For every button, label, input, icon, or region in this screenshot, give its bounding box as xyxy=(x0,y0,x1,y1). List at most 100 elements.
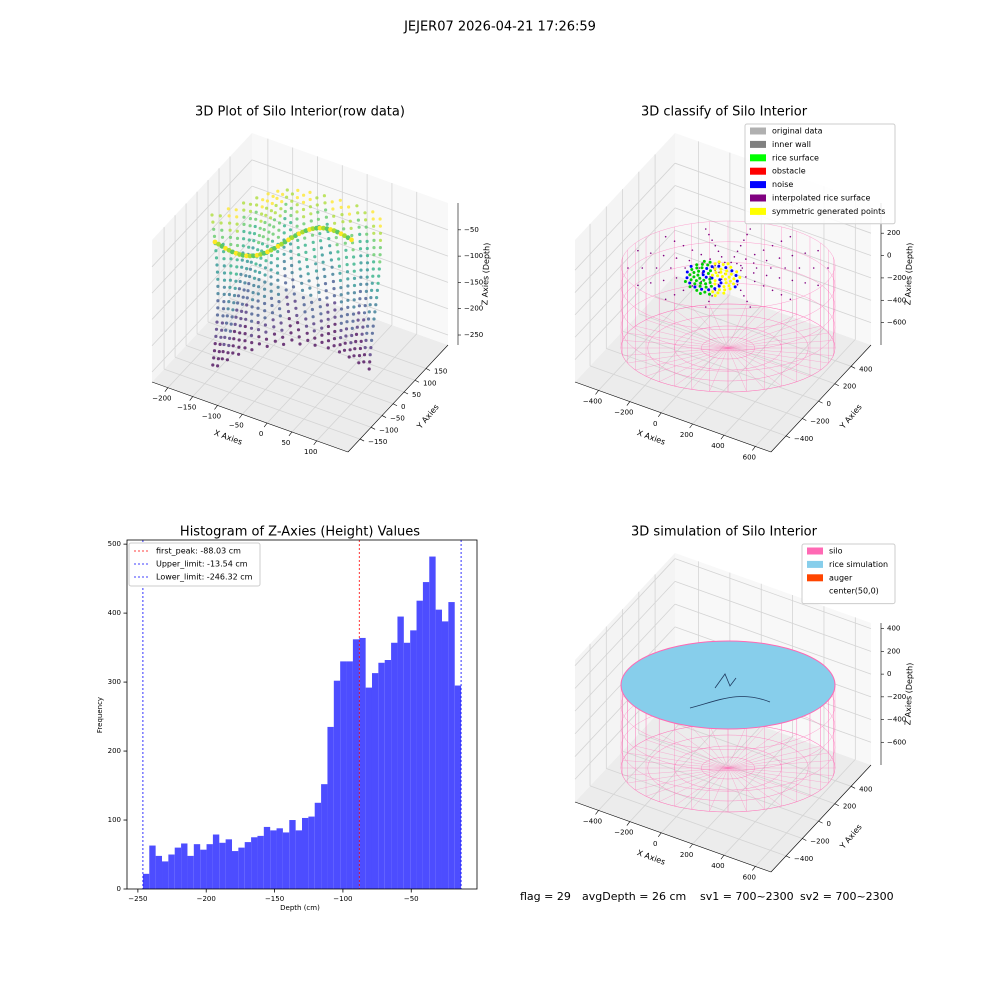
legend-swatch xyxy=(750,127,766,135)
legend-label: center(50,0) xyxy=(829,587,879,596)
point-cloud xyxy=(273,211,277,215)
point-cloud xyxy=(366,324,370,328)
point-cloud xyxy=(215,313,220,317)
point-cloud xyxy=(355,325,359,329)
histogram: Histogram of Z-Axies (Height) Values −250… xyxy=(96,525,478,912)
legend-label: Lower_limit: -246.32 cm xyxy=(156,573,253,582)
point-cloud xyxy=(308,190,312,194)
point-cloud xyxy=(218,214,222,218)
point-cloud xyxy=(316,210,320,214)
point-cloud xyxy=(275,264,280,268)
point-cloud xyxy=(296,321,300,325)
x-tick-label: −150 xyxy=(265,895,284,903)
point-cloud xyxy=(248,267,253,271)
point-cloud xyxy=(242,208,246,212)
left-pane xyxy=(575,133,675,382)
point-cloud xyxy=(311,240,315,244)
point-cloud xyxy=(256,313,260,317)
point-cloud xyxy=(256,320,260,325)
point-cloud xyxy=(266,192,270,196)
point-cloud xyxy=(732,277,736,281)
point-cloud xyxy=(827,267,829,269)
point-cloud xyxy=(352,283,357,288)
point-cloud xyxy=(247,253,253,259)
point-cloud xyxy=(711,295,713,297)
point-cloud xyxy=(272,325,276,329)
point-cloud xyxy=(243,339,247,343)
point-cloud xyxy=(726,262,730,266)
point-cloud xyxy=(269,261,273,265)
point-cloud xyxy=(330,265,334,269)
point-cloud xyxy=(735,270,739,274)
y-tick-label: 0 xyxy=(117,885,121,893)
point-cloud xyxy=(256,328,261,332)
point-cloud xyxy=(695,263,699,267)
point-cloud xyxy=(732,282,735,286)
point-cloud xyxy=(689,278,693,282)
point-cloud xyxy=(359,268,363,272)
point-cloud xyxy=(346,305,350,309)
y-tick-label: −100 xyxy=(379,426,398,434)
point-cloud xyxy=(318,305,322,309)
point-cloud xyxy=(339,336,343,340)
point-cloud xyxy=(367,310,371,314)
point-cloud xyxy=(226,207,230,211)
point-cloud xyxy=(223,335,227,339)
point-cloud xyxy=(362,360,366,364)
point-cloud xyxy=(231,351,235,355)
bar xyxy=(397,616,404,889)
point-cloud xyxy=(332,294,336,298)
point-cloud xyxy=(745,258,747,260)
point-cloud xyxy=(333,322,337,326)
legend-label: noise xyxy=(772,180,793,189)
point-cloud xyxy=(309,293,313,297)
point-cloud xyxy=(709,269,712,273)
point-cloud xyxy=(339,328,343,333)
point-cloud xyxy=(212,239,218,245)
tick-mark xyxy=(370,427,376,430)
point-cloud xyxy=(248,209,253,213)
y-tick-label: 300 xyxy=(108,678,121,686)
bar xyxy=(244,842,252,889)
bar xyxy=(352,639,360,889)
point-cloud xyxy=(272,245,277,251)
point-cloud xyxy=(323,201,327,205)
legend-label: first_peak: -88.03 cm xyxy=(156,547,241,556)
silo-ring xyxy=(674,325,782,371)
point-cloud xyxy=(235,265,239,269)
bar xyxy=(295,830,302,889)
point-cloud xyxy=(289,242,293,246)
legend-label: obstacle xyxy=(772,167,806,176)
point-cloud xyxy=(311,315,315,319)
grid-line xyxy=(574,185,676,293)
point-cloud xyxy=(365,282,369,286)
y-tick-label: 50 xyxy=(412,391,421,399)
point-cloud xyxy=(688,259,691,262)
point-cloud xyxy=(283,209,287,214)
point-cloud xyxy=(364,296,368,301)
bar xyxy=(212,834,220,889)
point-cloud xyxy=(339,321,343,325)
bar xyxy=(340,661,347,889)
tick-mark xyxy=(403,391,409,395)
grid-line xyxy=(151,264,253,373)
point-cloud xyxy=(244,253,249,259)
point-cloud xyxy=(325,303,329,307)
point-cloud xyxy=(263,273,267,277)
z-tick-label: 0 xyxy=(887,252,891,260)
point-cloud xyxy=(716,274,720,278)
point-cloud xyxy=(354,339,358,344)
point-cloud xyxy=(700,253,703,256)
point-cloud xyxy=(272,332,277,336)
point-cloud xyxy=(216,277,220,281)
point-cloud xyxy=(720,275,724,278)
silo-ring xyxy=(620,220,836,310)
point-cloud xyxy=(240,252,246,258)
point-cloud xyxy=(315,203,319,207)
point-cloud xyxy=(296,188,300,192)
point-cloud xyxy=(352,305,356,309)
bar xyxy=(251,837,258,889)
point-cloud xyxy=(282,224,287,228)
point-cloud xyxy=(312,322,316,326)
